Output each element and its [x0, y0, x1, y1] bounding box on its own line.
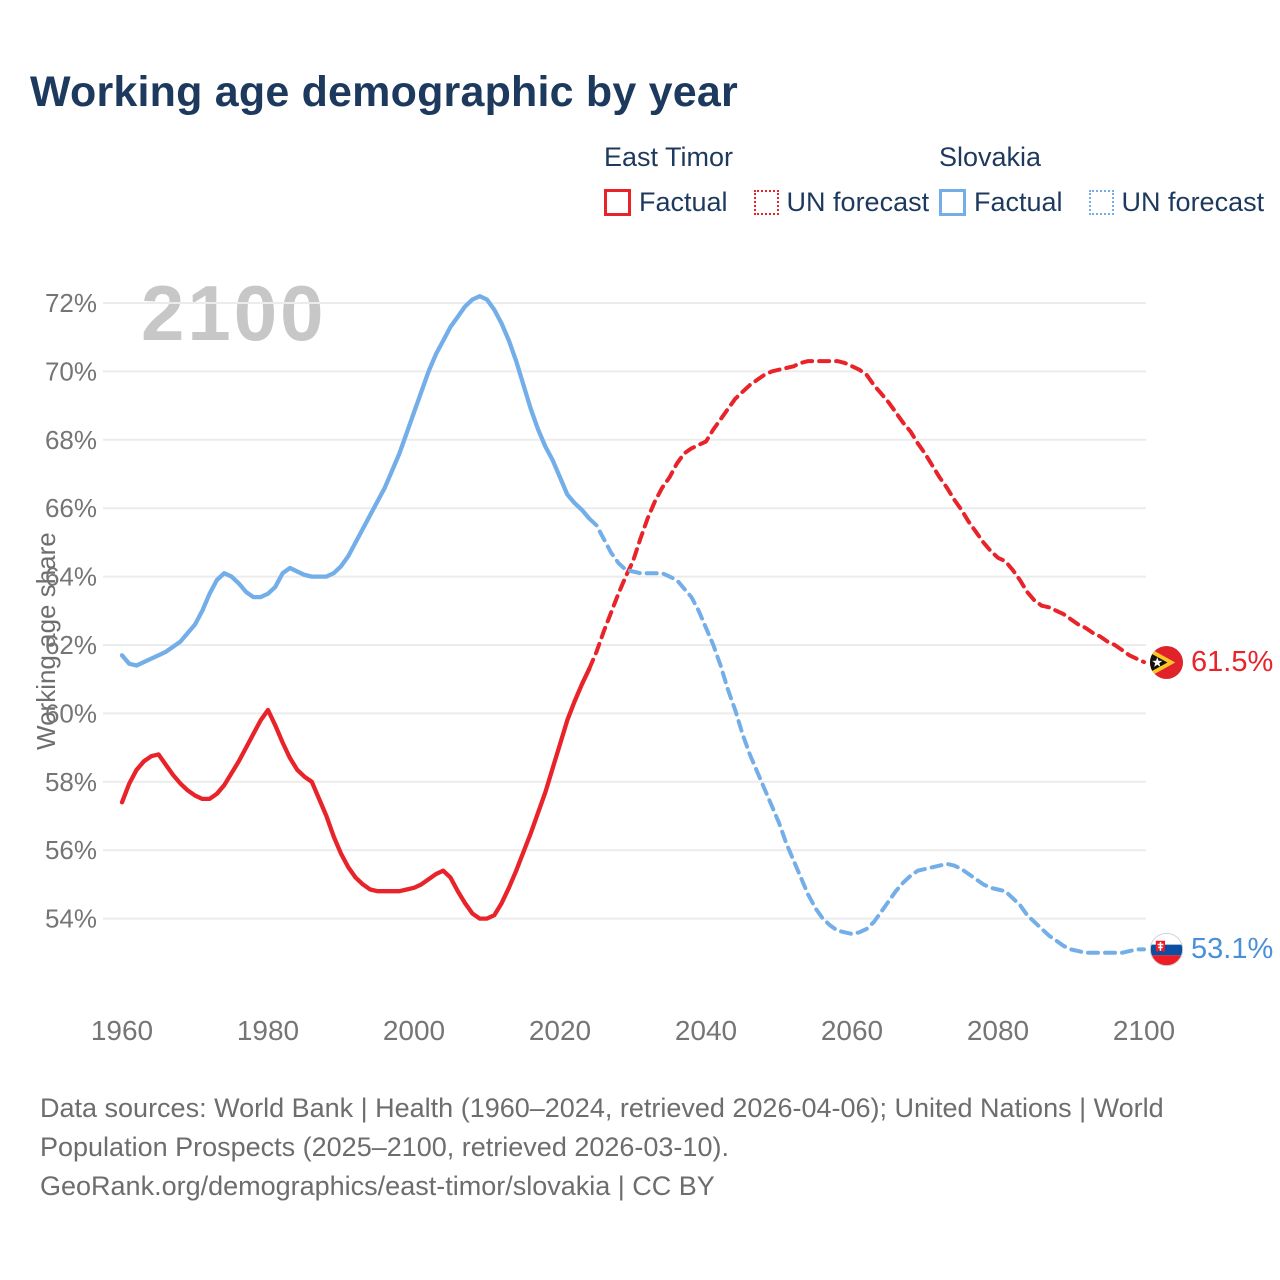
y-tick-label: 56% — [45, 835, 97, 865]
x-tick-label: 1980 — [237, 1015, 299, 1046]
y-tick-label: 64% — [45, 562, 97, 592]
factual-swatch-icon — [604, 189, 631, 216]
slovakia-flag-icon — [1149, 932, 1184, 967]
series-slovakia-forecast — [587, 516, 1146, 955]
footer-line-3: GeoRank.org/demographics/east-timor/slov… — [40, 1171, 715, 1201]
slovakia-end-label: 53.1% — [1149, 932, 1273, 967]
y-tick-label: 66% — [45, 493, 97, 523]
legend-group-slovakia: Slovakia Factual UN forecast — [939, 142, 1264, 218]
series-east-timor-factual — [119, 666, 592, 921]
y-tick-label: 72% — [45, 288, 97, 318]
series-slovakia-factual — [119, 294, 592, 668]
y-tick-label: 60% — [45, 698, 97, 728]
legend-item-label: Factual — [639, 187, 728, 217]
y-tick-label: 54% — [45, 904, 97, 934]
east-timor-flag-icon — [1149, 645, 1184, 679]
page-title: Working age demographic by year — [30, 68, 738, 116]
watermark-year: 2100 — [141, 269, 327, 357]
x-tick-label: 2040 — [675, 1015, 737, 1046]
y-tick-label: 68% — [45, 425, 97, 455]
legend-item-slovakia-factual[interactable]: Factual — [939, 187, 1063, 218]
x-tick-label: 1960 — [91, 1015, 153, 1046]
y-tick-label: 62% — [45, 630, 97, 660]
east-timor-end-label: 61.5% — [1149, 645, 1273, 680]
legend-item-east-timor-factual[interactable]: Factual — [604, 187, 728, 218]
footer-line-1: Data sources: World Bank | Health (1960–… — [40, 1093, 1164, 1123]
factual-swatch-icon — [939, 189, 966, 216]
footer-line-2: Population Prospects (2025–2100, retriev… — [40, 1132, 729, 1162]
legend-item-label: UN forecast — [1121, 187, 1265, 217]
x-tick-label: 2000 — [383, 1015, 445, 1046]
y-tick-label: 70% — [45, 356, 97, 386]
slovakia-end-value: 53.1% — [1191, 932, 1274, 965]
series-east-timor-forecast — [587, 359, 1146, 671]
legend-row: Factual UN forecast — [604, 187, 929, 218]
legend-country-label: Slovakia — [939, 142, 1042, 172]
data-sources-footer: Data sources: World Bank | Health (1960–… — [40, 1089, 1164, 1206]
east-timor-end-value: 61.5% — [1191, 645, 1274, 678]
legend-item-slovakia-forecast[interactable]: UN forecast — [1088, 187, 1265, 218]
x-tick-label: 2100 — [1113, 1015, 1175, 1046]
forecast-swatch-icon — [1088, 190, 1114, 215]
legend-item-east-timor-forecast[interactable]: UN forecast — [753, 187, 930, 218]
legend-group-east-timor: East Timor Factual UN forecast — [604, 142, 929, 218]
legend-country-label: East Timor — [604, 142, 734, 172]
legend-item-label: Factual — [974, 187, 1063, 217]
x-tick-label: 2080 — [967, 1015, 1029, 1046]
forecast-swatch-icon — [753, 190, 779, 215]
x-tick-label: 2060 — [821, 1015, 883, 1046]
y-tick-label: 58% — [45, 767, 97, 797]
legend-row: Factual UN forecast — [939, 187, 1264, 218]
legend-item-label: UN forecast — [786, 187, 930, 217]
x-tick-label: 2020 — [529, 1015, 591, 1046]
